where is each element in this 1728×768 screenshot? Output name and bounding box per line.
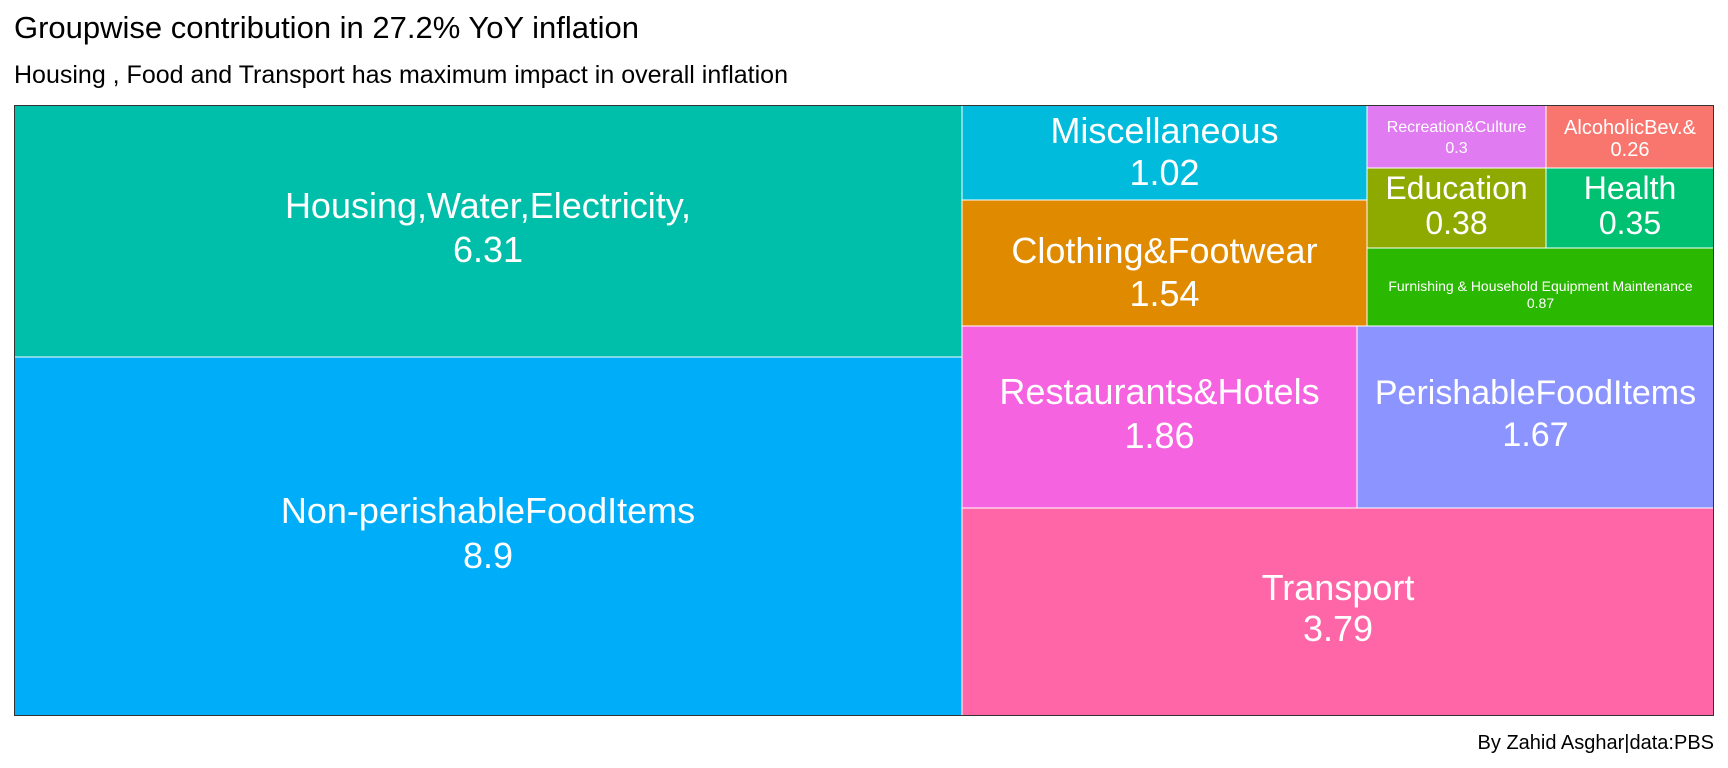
tile-value-label: 1.67 — [1502, 416, 1568, 454]
tile-rect — [961, 507, 1714, 716]
tile-value-label: 3.79 — [1303, 608, 1373, 649]
treemap-border — [14, 105, 1714, 716]
tile-value-label: 1.02 — [1129, 152, 1199, 193]
chart-subtitle: Housing , Food and Transport has maximum… — [14, 61, 788, 89]
tile-label: Education — [1385, 170, 1527, 206]
tile-label: Transport — [1262, 567, 1415, 608]
chart-title: Groupwise contribution in 27.2% YoY infl… — [14, 10, 640, 45]
tile-rect — [14, 356, 963, 716]
tile-rect — [1545, 105, 1714, 169]
tile-value-label: 8.9 — [463, 535, 513, 576]
tile-furnishing-household-equipment-maintenance: Furnishing & Household Equipment Mainten… — [1366, 247, 1714, 327]
tile-rect — [1366, 167, 1547, 249]
tile-value-label: 0.3 — [1445, 140, 1467, 157]
tile-label: Restaurants&Hotels — [999, 371, 1319, 412]
tile-value-label: 0.26 — [1611, 139, 1650, 161]
tile-value-label: 6.31 — [453, 229, 523, 270]
treemap-chart: Housing,Water,Electricity,6.31Non-perish… — [14, 105, 1714, 716]
tile-value-label: 0.38 — [1425, 205, 1487, 241]
tile-rect — [1366, 247, 1714, 327]
tile-label: Miscellaneous — [1050, 110, 1278, 151]
tile-label: Furnishing & Household Equipment Mainten… — [1388, 278, 1693, 294]
tile-label: Clothing&Footwear — [1011, 230, 1317, 271]
tile-label: Housing,Water,Electricity, — [285, 185, 691, 226]
tile-perishablefooditems: PerishableFoodItems 1.67 — [1356, 325, 1714, 509]
tile-rect — [961, 325, 1358, 509]
tile-label: Recreation&Culture — [1387, 119, 1527, 136]
tile-rect — [1545, 167, 1714, 249]
tile-rect — [961, 199, 1368, 327]
tile-alcoholicbev: AlcoholicBev.&0.26 — [1545, 105, 1714, 169]
tile-value-label: 0.35 — [1599, 205, 1661, 241]
tile-value-label: 1.86 — [1124, 415, 1194, 456]
tile-recreation-culture: Recreation&Culture 0.3 — [1366, 105, 1547, 169]
tile-rect — [1356, 325, 1714, 509]
tile-value-label: 0.87 — [1527, 295, 1554, 311]
tile-label: PerishableFoodItems — [1375, 374, 1696, 412]
tile-label: Health — [1584, 170, 1677, 206]
tile-value-label: 1.54 — [1129, 273, 1199, 314]
tile-rect — [14, 105, 963, 358]
tile-rect — [1366, 105, 1547, 169]
tile-housing-water-electricity: Housing,Water,Electricity,6.31 — [14, 105, 963, 358]
tile-label: Non-perishableFoodItems — [281, 490, 695, 531]
tile-label: AlcoholicBev.& — [1564, 117, 1697, 139]
chart-caption: By Zahid Asghar|data:PBS — [1477, 732, 1714, 754]
